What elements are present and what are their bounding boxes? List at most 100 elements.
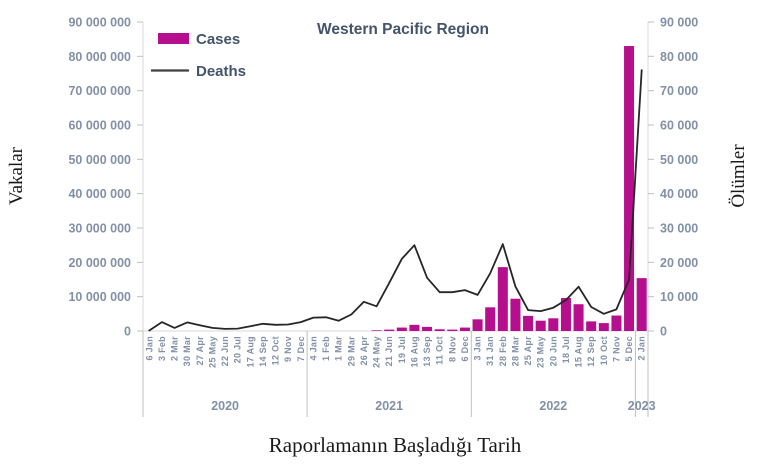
x-tick-label: 18 Jul: [561, 336, 571, 363]
x-tick-label: 12 Oct: [271, 336, 281, 365]
x-tick-label: 12 Sep: [586, 336, 596, 367]
x-tick-label: 10 Oct: [599, 336, 609, 365]
cases-bar: [598, 323, 609, 331]
y-tick-label-right: 10 000: [660, 290, 698, 304]
y-tick-label-left: 10 000 000: [68, 290, 131, 304]
x-tick-label: 27 Apr: [195, 336, 205, 366]
x-tick-label: 3 Feb: [157, 336, 167, 361]
cases-bar: [497, 267, 508, 331]
cases-bar: [624, 46, 635, 331]
y-axis-right: 0 10 000 20 000 30 000 40 000 50 000 60 000 70 …: [648, 16, 698, 339]
year-label: 2023: [628, 399, 656, 413]
y-tick-label-right: 30 000: [660, 222, 698, 236]
x-tick-label: 21 Jun: [384, 336, 394, 366]
x-tick-label: 14 Sep: [258, 336, 268, 367]
x-tick-label: 9 Nov: [283, 336, 293, 362]
y-tick-label-right: 90 000: [660, 16, 698, 30]
legend-cases-label: Cases: [196, 31, 240, 48]
x-tick-label: 8 Nov: [447, 336, 457, 362]
x-tick-label: 22 Jun: [220, 336, 230, 366]
x-axis-labels: 6 Jan 3 Feb 2 Mar 30 Mar 27 Apr 25 May 22 Jun 2…: [144, 336, 646, 368]
cases-bar: [611, 315, 622, 331]
x-tick-label: 28 Mar: [510, 336, 520, 367]
cases-bar: [472, 319, 483, 331]
x-tick-label: 23 May: [536, 336, 546, 368]
y-tick-label-left: 40 000 000: [68, 187, 131, 201]
y-tick-label-left: 30 000 000: [68, 222, 131, 236]
legend: Cases Deaths: [151, 31, 246, 80]
x-tick-label: 13 Sep: [422, 336, 432, 367]
x-tick-label: 25 May: [207, 336, 217, 368]
x-tick-label: 2 Mar: [170, 336, 180, 361]
legend-deaths-label: Deaths: [196, 63, 246, 80]
x-tick-label: 4 Jan: [308, 336, 318, 361]
y-tick-label-left: 60 000 000: [68, 119, 131, 133]
cases-bar: [371, 330, 382, 331]
chart-title: Western Pacific Region: [317, 21, 489, 38]
x-tick-label: 31 Jan: [485, 336, 495, 366]
x-tick-label: 17 Aug: [245, 336, 255, 367]
year-label: 2020: [211, 399, 239, 413]
cases-bar: [485, 307, 496, 331]
cases-bar: [422, 326, 433, 331]
legend-cases-swatch: [158, 33, 189, 44]
year-axis: 2020 2021 2022 2023: [142, 331, 656, 417]
y-tick-label-right: 80 000: [660, 50, 698, 64]
y-tick-label-left: 90 000 000: [68, 16, 131, 30]
cases-bar: [396, 327, 407, 331]
cases-bar: [384, 329, 395, 331]
x-tick-label: 1 Feb: [321, 336, 331, 361]
x-tick-label: 15 Aug: [574, 336, 584, 367]
x-tick-label: 30 Mar: [182, 336, 192, 367]
x-tick-label: 28 Feb: [498, 336, 508, 367]
y-tick-label-left: 20 000 000: [68, 256, 131, 270]
cases-bar: [636, 278, 647, 331]
x-tick-label: 16 Aug: [409, 336, 419, 367]
x-tick-label: 7 Dec: [296, 336, 306, 362]
y-tick-label-right: 40 000: [660, 187, 698, 201]
y-axis-left: 0 10 000 000 20 000 000 30 000 000 40 000 00…: [68, 16, 143, 339]
y-tick-label-right: 60 000: [660, 119, 698, 133]
cases-bar: [535, 320, 546, 331]
cases-bar: [510, 298, 521, 331]
y-tick-label-right: 70 000: [660, 84, 698, 98]
x-tick-label: 2 Jan: [637, 336, 647, 361]
y-axis-title-right: Ölümler: [728, 144, 749, 208]
x-tick-label: 6 Dec: [460, 336, 470, 362]
cases-bar: [434, 329, 445, 331]
cases-bar: [523, 315, 534, 331]
x-tick-label: 1 Mar: [334, 336, 344, 361]
deaths-line: [148, 69, 643, 332]
y-tick-label-right: 0: [660, 325, 667, 339]
x-tick-label: 20 Jul: [233, 336, 243, 363]
y-tick-label-left: 80 000 000: [68, 50, 131, 64]
cases-bar: [459, 327, 470, 331]
cases-bar: [560, 298, 571, 331]
x-tick-label: 6 Jan: [144, 336, 154, 361]
y-tick-label-left: 0: [124, 325, 131, 339]
x-axis-title: Raporlamanın Başladığı Tarih: [269, 433, 522, 457]
cases-bars-group: [371, 46, 647, 331]
year-label: 2022: [539, 399, 567, 413]
x-tick-label: 7 Nov: [611, 336, 621, 362]
year-label: 2021: [375, 399, 403, 413]
y-axis-title-left: Vakalar: [6, 146, 27, 205]
y-tick-label-right: 50 000: [660, 153, 698, 167]
x-tick-label: 25 Apr: [523, 336, 533, 366]
cases-bar: [586, 321, 597, 331]
cases-bar: [548, 318, 559, 331]
cases-bar: [409, 324, 420, 331]
cases-bar: [573, 304, 584, 331]
cases-bar: [447, 329, 458, 331]
x-tick-label: 19 Jul: [397, 336, 407, 363]
y-tick-label-left: 70 000 000: [68, 84, 131, 98]
y-tick-label-left: 50 000 000: [68, 153, 131, 167]
x-tick-label: 29 Mar: [346, 336, 356, 367]
x-tick-label: 11 Oct: [435, 336, 445, 365]
x-tick-label: 20 Jun: [548, 336, 558, 366]
x-tick-label: 26 Apr: [359, 336, 369, 366]
y-tick-label-right: 20 000: [660, 256, 698, 270]
x-tick-label: 3 Jan: [473, 336, 483, 361]
